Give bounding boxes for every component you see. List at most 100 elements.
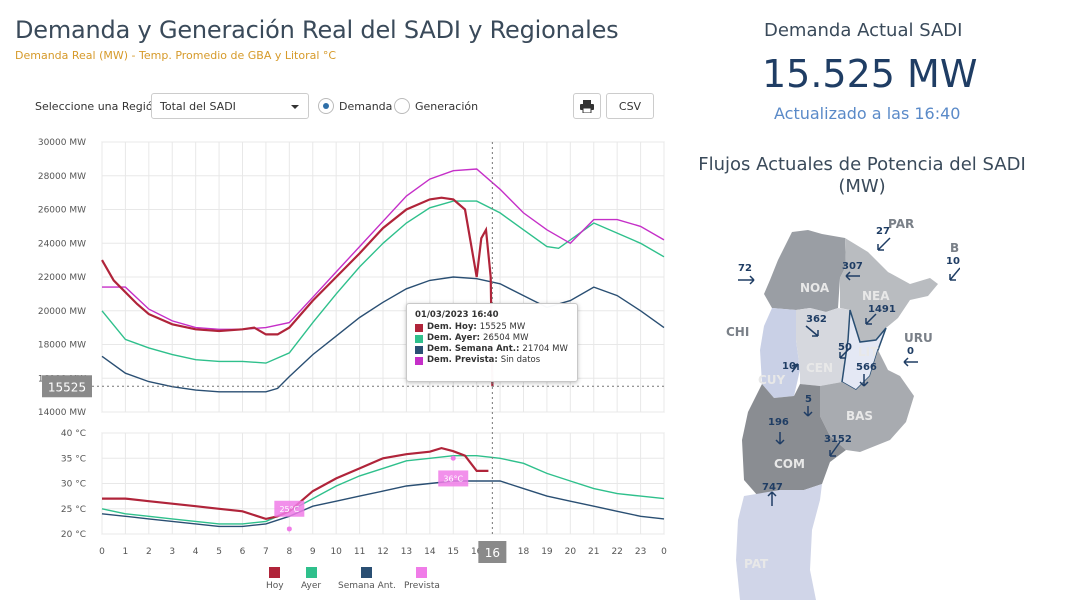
tooltip-value: 15525 MW (479, 322, 526, 332)
legend-swatch (416, 567, 428, 578)
y-tick-label: 14000 MW (38, 408, 86, 418)
region-bas[interactable] (820, 350, 914, 452)
region-label-cuy: CUY (758, 373, 786, 387)
crosshair-y-label: 15525 (48, 380, 86, 394)
legend-item-hoy[interactable]: Hoy (266, 567, 284, 591)
csv-button[interactable]: CSV (606, 93, 654, 119)
x-tick-label: 15 (448, 547, 459, 557)
tooltip-value: 21704 MW (522, 344, 568, 354)
tooltip-row: Dem. Ayer: 26504 MW (415, 333, 569, 344)
y-tick-label: 30 °C (61, 480, 86, 490)
flow-arrow-uru (903, 357, 918, 367)
crosshair-y-box (42, 375, 92, 398)
y-tick-label: 18000 MW (38, 341, 86, 351)
y-tick-label: 24000 MW (38, 239, 86, 249)
country-label-chi: CHI (726, 325, 749, 339)
x-tick-label: 0 (661, 547, 667, 557)
tooltip-swatch-ayer (415, 334, 423, 343)
flow-arrow-nea-noa (845, 271, 860, 281)
x-tick-label: 12 (377, 547, 388, 557)
x-tick-label: 10 (330, 547, 342, 557)
y-tick-label: 25 °C (61, 505, 86, 515)
x-tick-label: 21 (588, 547, 599, 557)
print-button[interactable] (573, 93, 601, 119)
legend-label: Ayer (301, 581, 322, 591)
flow-arrow-chi-noa (738, 275, 755, 285)
region-nea[interactable] (840, 238, 938, 342)
demand-series-semanaant (101, 276, 665, 393)
tooltip-label: Dem. Ayer: (427, 333, 481, 343)
x-tick-label: 23 (635, 547, 646, 557)
printer-icon (580, 99, 594, 113)
demand-chart[interactable]: 0123456789101112131415161718192021222301… (0, 130, 680, 568)
x-tick-label: 19 (541, 547, 553, 557)
y-tick-label: 20000 MW (38, 307, 86, 317)
legend-label: Prevista (404, 581, 440, 591)
region-select[interactable]: Total del SADI (151, 93, 309, 119)
x-tick-label: 5 (216, 547, 222, 557)
flow-arrow-nea-lit (865, 313, 877, 325)
tooltip-swatch-semana (415, 345, 423, 354)
demanda-actual-value: 15.525 MW (762, 52, 978, 96)
region-noa[interactable] (764, 230, 846, 312)
radio-demanda[interactable]: Demanda (318, 96, 392, 116)
x-tick-label: 13 (401, 547, 412, 557)
region-label-com: COM (774, 457, 805, 471)
region-label: Seleccione una Región (35, 100, 160, 113)
legend-item-prevista[interactable]: Prevista (404, 567, 440, 591)
region-select-value: Total del SADI (160, 100, 236, 113)
y-tick-label: 40 °C (61, 429, 86, 439)
y-tick-label: 30000 MW (38, 138, 86, 148)
demanda-updated: Actualizado a las 16:40 (774, 104, 961, 123)
region-label-nea: NEA (862, 289, 890, 303)
flow-label: 307 (842, 261, 863, 272)
flow-label: 196 (768, 417, 789, 428)
x-tick-label: 1 (123, 547, 129, 557)
flow-label: 0 (907, 346, 914, 357)
tooltip-swatch-hoy (415, 323, 423, 332)
radio-generacion[interactable]: Generación (394, 96, 478, 116)
flow-label: 362 (806, 314, 827, 325)
x-tick-label: 16 (471, 547, 483, 557)
flow-label: 72 (738, 263, 752, 274)
flujos-map: PAR BRA CHI URU NOA NEA CEN LIT CUY BAS … (726, 217, 960, 600)
radio-generacion-dot[interactable] (394, 98, 410, 114)
x-tick-label: 0 (99, 547, 105, 557)
argentina-map (736, 230, 938, 600)
flow-arrow-noa-cen (805, 325, 819, 337)
tooltip-header: 01/03/2023 16:40 (415, 310, 499, 320)
region-label-pat: PAT (744, 557, 769, 571)
tooltip-row: Dem. Prevista: Sin datos (415, 355, 569, 366)
flow-label: 3152 (824, 434, 852, 445)
prevista-temp-label: 25°C (279, 505, 299, 514)
region-cen[interactable] (796, 308, 850, 386)
tooltip-label: Dem. Hoy: (427, 322, 477, 332)
legend-swatch (361, 567, 373, 578)
legend-item-semana[interactable]: Semana Ant. (338, 567, 396, 591)
legend-item-ayer[interactable]: Ayer (301, 567, 321, 591)
radio-demanda-dot[interactable] (318, 98, 334, 114)
tooltip-value: 26504 MW (483, 333, 529, 343)
region-label-noa: NOA (800, 281, 830, 295)
legend-swatch (305, 567, 317, 578)
region-cuy[interactable] (760, 308, 800, 398)
flow-label: 10 (782, 361, 796, 372)
y-tick-label: 26000 MW (38, 206, 86, 216)
x-tick-label: 6 (240, 547, 246, 557)
tooltip-value: Sin datos (500, 355, 541, 365)
region-pat[interactable] (736, 484, 822, 600)
y-tick-label: 20 °C (61, 530, 86, 540)
region-com[interactable] (742, 384, 846, 496)
x-tick-label: 2 (146, 547, 152, 557)
flow-arrow-pat-com (767, 491, 777, 506)
flow-arrow-cen-com (803, 406, 813, 417)
x-tick-label: 11 (354, 547, 365, 557)
flow-label: 566 (856, 362, 877, 373)
tooltip-row: Dem. Semana Ant.: 21704 MW (415, 344, 569, 355)
temp-series-hoy (102, 446, 489, 521)
temp-series-ayer (101, 455, 665, 525)
demand-series-ayer (101, 200, 665, 364)
x-tick-label: 9 (310, 547, 316, 557)
flow-label: 1082 (946, 256, 960, 267)
chart-tooltip: 01/03/2023 16:40 Dem. Hoy: 15525 MW Dem. … (406, 303, 578, 382)
